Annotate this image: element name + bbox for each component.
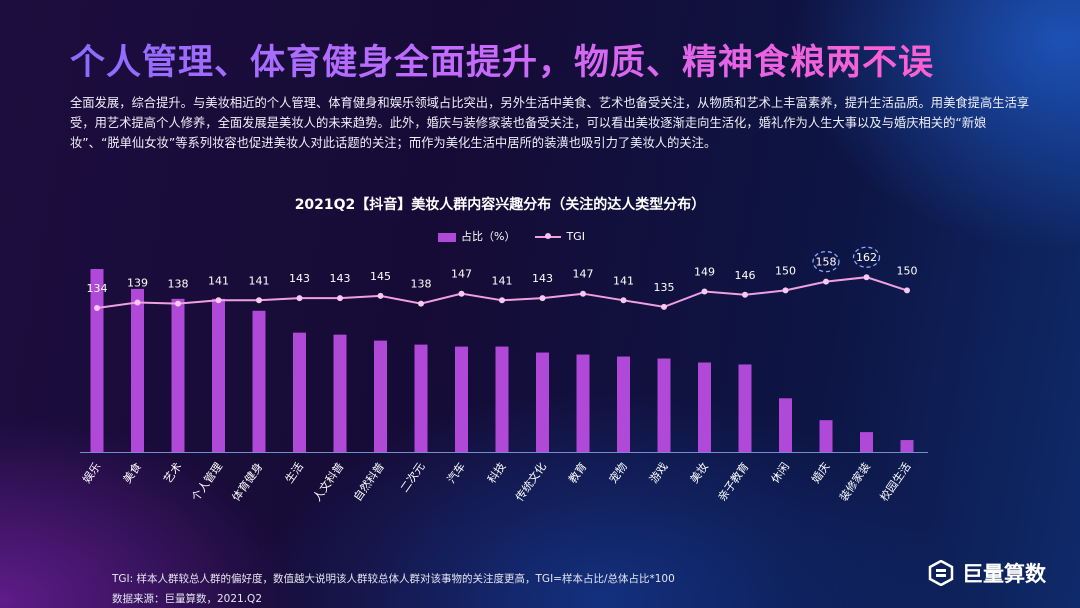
- tgi-label: 150: [775, 264, 796, 277]
- x-tick-label: 宠物: [606, 460, 630, 486]
- x-tick-label: 科技: [484, 460, 508, 486]
- tgi-point: [904, 287, 910, 294]
- tgi-note: TGI: 样本人群较总人群的偏好度，数值越大说明该人群较总体人群对该事物的关注度…: [112, 573, 675, 585]
- x-tick-label: 游戏: [647, 460, 670, 485]
- bar: [698, 362, 711, 452]
- x-tick-label: 娱乐: [79, 460, 103, 486]
- tgi-label: 141: [249, 274, 270, 287]
- tgi-point: [701, 288, 708, 295]
- bar: [414, 344, 428, 452]
- x-tick-label: 装修家装: [836, 460, 873, 504]
- tgi-label: 145: [370, 270, 391, 283]
- chart-title: 2021Q2【抖音】美妆人群内容兴趣分布（关注的达人类型分布）: [294, 197, 706, 213]
- x-tick-label: 亲子教育: [715, 460, 752, 504]
- tgi-label: 162: [856, 251, 877, 264]
- tgi-label: 150: [897, 264, 918, 277]
- tgi-point: [782, 287, 789, 294]
- tgi-point: [661, 303, 667, 310]
- bar: [779, 398, 792, 452]
- tgi-label: 147: [451, 268, 472, 281]
- bar: [455, 346, 468, 452]
- highlight-circle: [812, 250, 840, 273]
- x-tick-label: 汽车: [444, 460, 468, 486]
- tgi-label: 141: [613, 274, 634, 287]
- bar: [819, 420, 833, 452]
- x-tick-label: 艺术: [161, 460, 184, 485]
- tgi-point: [94, 305, 100, 311]
- x-tick-label: 生活: [282, 460, 306, 486]
- tgi-point: [256, 297, 262, 304]
- bar: [657, 358, 671, 452]
- tgi-label: 143: [289, 272, 310, 285]
- tgi-point: [337, 295, 343, 302]
- tgi-label: 135: [654, 281, 675, 294]
- tgi-label: 146: [735, 269, 756, 282]
- bar: [333, 334, 347, 452]
- tgi-label: 141: [208, 274, 229, 287]
- bar: [212, 298, 225, 452]
- bar: [576, 354, 590, 452]
- tgi-point: [742, 291, 748, 298]
- data-source: 数据来源：巨量算数，2021.Q2: [112, 593, 263, 605]
- tgi-point: [175, 300, 181, 307]
- logo: 巨量算数: [928, 558, 1046, 588]
- tgi-point: [580, 290, 586, 297]
- x-tick-label: 教育: [565, 460, 589, 486]
- bar: [252, 310, 266, 452]
- tgi-label: 138: [168, 278, 189, 291]
- bar: [495, 346, 509, 452]
- tgi-point: [458, 290, 465, 297]
- x-tick-label: 二次元: [397, 460, 427, 495]
- tgi-label: 147: [573, 268, 594, 281]
- tgi-label: 143: [330, 272, 351, 285]
- x-tick-label: 人文科普: [310, 460, 347, 504]
- tgi-label: 134: [87, 282, 108, 295]
- bar: [374, 340, 387, 452]
- tgi-label: 141: [492, 274, 513, 287]
- description: 全面发展，综合提升。与美妆相近的个人管理、体育健身和娱乐领域占比突出，另外生活中…: [70, 96, 1030, 150]
- bar: [900, 440, 914, 452]
- x-tick-label: 校园生活: [877, 460, 914, 504]
- tgi-point: [539, 295, 546, 302]
- bar: [171, 298, 185, 452]
- bar: [617, 356, 630, 452]
- tgi-label: 158: [816, 256, 837, 269]
- tgi-point: [134, 299, 141, 306]
- bar: [90, 269, 104, 452]
- legend: 占比（%） TGI: [438, 228, 585, 244]
- highlight-circle: [852, 246, 881, 268]
- tgi-label: 143: [532, 272, 553, 285]
- bar: [536, 352, 549, 452]
- bar: [860, 432, 873, 452]
- logo-icon: [928, 560, 954, 586]
- x-tick-label: 自然科普: [350, 460, 387, 504]
- tgi-point: [499, 297, 505, 304]
- tgi-point: [418, 300, 424, 307]
- tgi-point: [377, 292, 384, 299]
- x-tick-label: 个人管理: [188, 460, 225, 504]
- bar: [293, 332, 306, 452]
- tgi-label: 138: [411, 278, 432, 291]
- bar: [131, 288, 144, 452]
- logo-text: 巨量算数: [962, 562, 1046, 586]
- tgi-label: 149: [694, 266, 715, 279]
- tgi-point: [823, 278, 829, 285]
- legend-bar: 占比（%）: [438, 228, 515, 244]
- legend-line: TGI: [535, 230, 585, 243]
- x-tick-label: 美妆: [688, 460, 711, 485]
- x-tick-label: 婚庆: [808, 460, 832, 486]
- tgi-point: [863, 274, 870, 281]
- x-tick-label: 休闲: [768, 460, 792, 486]
- x-tick-label: 美食: [120, 460, 144, 486]
- x-tick-label: 传统文化: [512, 460, 549, 504]
- tgi-point: [296, 295, 303, 302]
- bar: [738, 364, 752, 452]
- page-title: 个人管理、体育健身全面提升，物质、精神食粮两不误: [70, 34, 934, 85]
- tgi-label: 139: [127, 277, 148, 290]
- x-tick-label: 体育健身: [229, 460, 266, 504]
- tgi-point: [215, 297, 222, 304]
- tgi-point: [620, 297, 627, 304]
